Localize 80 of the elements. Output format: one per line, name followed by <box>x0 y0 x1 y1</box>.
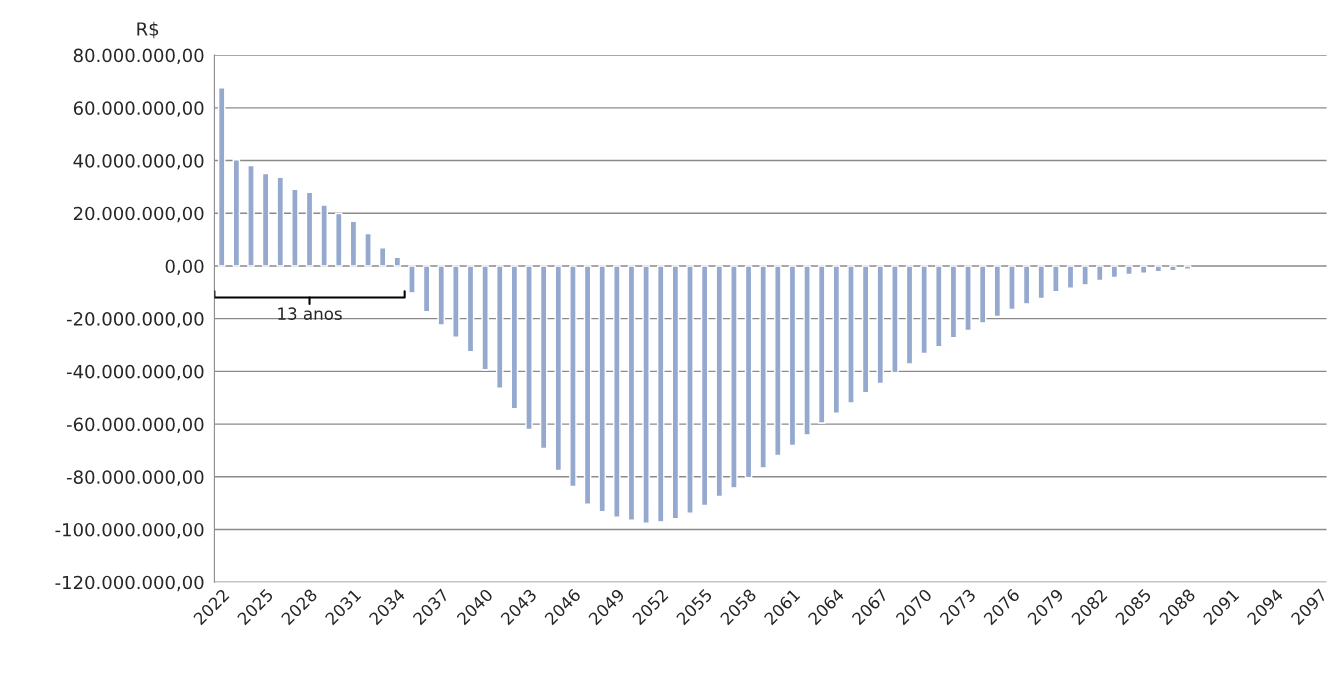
bar <box>891 265 899 374</box>
bar <box>349 220 358 267</box>
bar <box>539 265 548 450</box>
bar <box>964 265 972 332</box>
bar <box>1081 265 1089 286</box>
bar <box>642 265 650 524</box>
bar <box>1183 265 1192 270</box>
bar <box>437 265 445 326</box>
bar <box>1022 265 1031 305</box>
bar <box>613 265 621 518</box>
y-tick-label: -60.000.000,00 <box>66 417 204 434</box>
y-tick-label: 0,00 <box>165 259 204 275</box>
bar <box>598 265 606 513</box>
bar <box>335 212 343 267</box>
bar <box>1169 265 1177 272</box>
bar <box>276 176 285 267</box>
bar <box>671 265 680 520</box>
bar <box>920 265 928 355</box>
bar <box>993 265 1002 318</box>
bar <box>1110 265 1119 279</box>
y-tick-label: -80.000.000,00 <box>66 470 204 486</box>
y-tick-label: -100.000.000,00 <box>55 522 204 539</box>
bar <box>1037 265 1046 300</box>
bar <box>378 247 387 267</box>
bar <box>730 265 738 489</box>
bar <box>817 265 826 424</box>
bar <box>452 265 460 338</box>
bar <box>935 265 943 348</box>
bar <box>788 265 797 447</box>
bar <box>1125 265 1133 276</box>
bar <box>832 265 841 414</box>
bar <box>320 204 328 267</box>
bar <box>876 265 885 385</box>
bar <box>554 265 563 472</box>
bar <box>1008 265 1016 311</box>
bar <box>261 172 270 267</box>
bar <box>1096 265 1104 282</box>
bar <box>774 265 782 457</box>
bar <box>481 265 489 371</box>
bar <box>949 265 958 339</box>
bar <box>1066 265 1075 289</box>
bar <box>1139 265 1148 274</box>
bar <box>510 265 519 410</box>
y-tick-label: 40.000.000,00 <box>73 154 204 170</box>
bar <box>1052 265 1060 293</box>
bar <box>847 265 855 404</box>
bar <box>466 265 475 353</box>
bar <box>686 265 694 514</box>
bar <box>583 265 592 505</box>
bar <box>408 265 416 294</box>
bar <box>978 265 987 324</box>
y-tick-label: 80.000.000,00 <box>73 48 204 65</box>
bar <box>525 265 533 431</box>
bar <box>247 164 255 267</box>
y-axis-title: R$ <box>137 21 159 39</box>
bar <box>305 191 314 267</box>
bar <box>495 265 504 389</box>
annotation: 13 anos <box>278 307 342 320</box>
bar <box>422 265 431 313</box>
bar <box>744 265 753 479</box>
y-tick-label: 60.000.000,00 <box>73 101 204 117</box>
bar <box>1154 265 1163 273</box>
y-tick-label: -40.000.000,00 <box>66 364 204 381</box>
bar <box>364 232 372 267</box>
bar <box>700 265 709 507</box>
bar <box>232 159 241 267</box>
y-tick-label: 20.000.000,00 <box>73 206 204 223</box>
bar <box>217 87 226 267</box>
bar <box>291 188 299 267</box>
bar <box>803 265 811 436</box>
bar <box>627 265 636 521</box>
y-tick-label: -20.000.000,00 <box>66 312 204 328</box>
bar <box>861 265 870 394</box>
y-tick-label: -120.000.000,00 <box>55 575 204 592</box>
bar <box>393 256 402 267</box>
bar <box>715 265 724 498</box>
bar <box>905 265 914 365</box>
bar <box>759 265 767 469</box>
bar <box>569 265 577 488</box>
bar <box>656 265 665 523</box>
